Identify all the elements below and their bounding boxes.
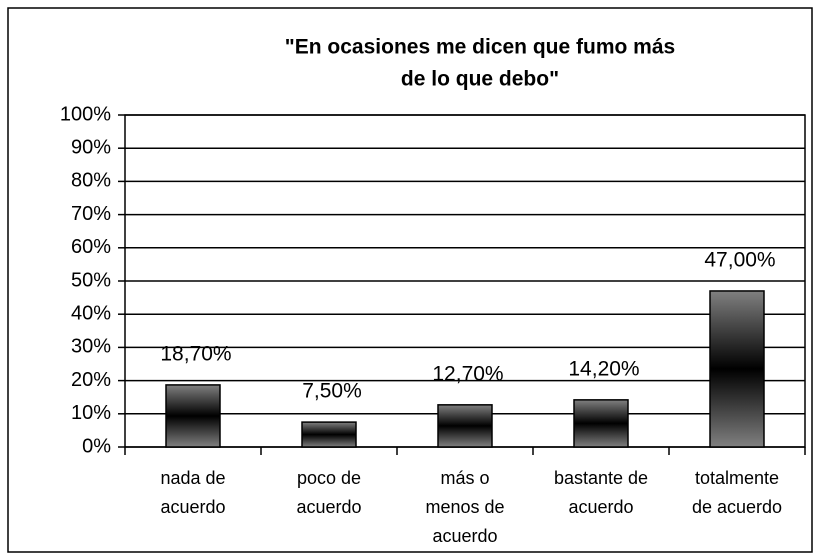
value-label: 14,20% <box>568 357 639 380</box>
x-tick-label: bastante de <box>554 468 648 488</box>
y-tick-label: 0% <box>82 435 111 457</box>
bar <box>437 404 493 448</box>
x-tick-label: de acuerdo <box>692 497 782 517</box>
bar <box>709 290 765 448</box>
value-label: 18,70% <box>160 342 231 365</box>
y-tick-label: 70% <box>71 203 111 225</box>
y-tick-label: 40% <box>71 302 111 324</box>
y-tick-label: 80% <box>71 170 111 192</box>
y-tick-label: 50% <box>71 269 111 291</box>
bar <box>573 399 629 448</box>
value-label: 7,50% <box>302 380 362 403</box>
bar <box>165 384 221 448</box>
x-tick-label: acuerdo <box>432 526 497 546</box>
bar <box>301 421 357 448</box>
chart-title: de lo que debo" <box>401 68 559 91</box>
x-tick-label: acuerdo <box>568 497 633 517</box>
y-tick-label: 20% <box>71 369 111 391</box>
y-tick-label: 60% <box>71 236 111 258</box>
y-tick-label: 30% <box>71 336 111 358</box>
value-label: 47,00% <box>704 249 775 272</box>
x-tick-label: acuerdo <box>296 497 361 517</box>
x-tick-label: más o <box>440 468 489 488</box>
y-tick-label: 90% <box>71 136 111 158</box>
chart-frame <box>7 7 813 553</box>
y-tick-label: 10% <box>71 402 111 424</box>
y-tick-label: 100% <box>60 103 111 125</box>
chart-title: "En ocasiones me dicen que fumo más <box>285 36 675 59</box>
x-tick-label: totalmente <box>695 468 779 488</box>
x-tick-label: acuerdo <box>160 497 225 517</box>
x-tick-label: nada de <box>160 468 225 488</box>
value-label: 12,70% <box>432 362 503 385</box>
x-tick-label: menos de <box>425 497 504 517</box>
x-tick-label: poco de <box>297 468 361 488</box>
